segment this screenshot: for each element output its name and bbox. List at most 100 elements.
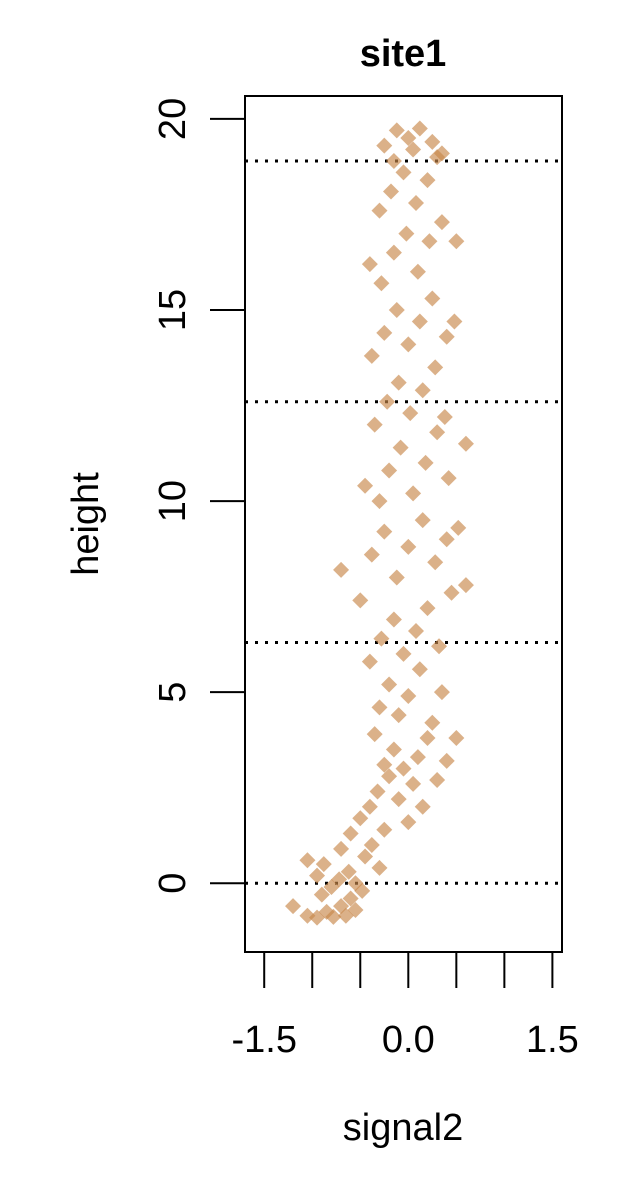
data-point (398, 225, 415, 242)
data-point (400, 814, 417, 831)
data-point (400, 538, 417, 555)
data-point (333, 840, 350, 857)
data-point (376, 821, 393, 838)
data-point (409, 749, 426, 766)
data-point (366, 726, 383, 743)
data-point (429, 424, 446, 441)
data-point (390, 791, 407, 808)
y-tick-label: 15 (152, 289, 194, 331)
data-point (443, 584, 460, 601)
data-point (299, 852, 316, 869)
data-point (361, 653, 378, 670)
data-point (363, 837, 380, 853)
data-point (390, 374, 407, 391)
data-point (427, 554, 444, 571)
data-point (342, 890, 359, 907)
data-point (352, 592, 369, 609)
data-point (419, 730, 436, 746)
data-point (400, 336, 417, 353)
data-point (363, 347, 380, 364)
data-point (347, 901, 364, 918)
data-point (395, 164, 412, 181)
data-point (390, 707, 407, 724)
data-point (414, 382, 431, 399)
data-point (371, 699, 388, 716)
x-tick-label: 1.5 (526, 1019, 579, 1061)
data-point (357, 848, 374, 865)
data-point (361, 256, 378, 273)
data-point (411, 120, 428, 137)
data-point (395, 645, 412, 662)
data-point (433, 684, 450, 701)
data-point (450, 519, 467, 536)
data-point (395, 760, 412, 777)
data-point (352, 810, 369, 827)
data-point (436, 409, 453, 425)
data-point (309, 867, 326, 884)
y-tick-label: 20 (152, 98, 194, 140)
data-point (405, 485, 422, 502)
data-point (448, 730, 465, 746)
data-point (376, 137, 393, 154)
data-point (379, 393, 396, 410)
y-tick-label: 0 (152, 873, 194, 894)
data-point (424, 133, 441, 150)
data-point (371, 202, 388, 219)
data-point (424, 714, 441, 731)
data-point (366, 416, 383, 433)
data-point (438, 531, 455, 548)
data-point (369, 783, 386, 800)
data-point (371, 493, 388, 510)
data-point (361, 798, 378, 815)
data-point (371, 859, 388, 876)
y-axis: 0 5 10 15 20 (152, 98, 246, 894)
data-point (354, 882, 371, 899)
data-point (376, 523, 393, 540)
chart-title: site1 (360, 33, 447, 75)
data-point (381, 462, 398, 479)
data-point (315, 856, 332, 873)
data-point (385, 741, 402, 758)
data-points (285, 120, 474, 926)
data-point (342, 825, 359, 842)
data-point (414, 512, 431, 529)
data-point (392, 439, 409, 456)
x-tick-label: -1.5 (231, 1019, 296, 1061)
data-point (383, 183, 400, 200)
data-point (446, 313, 463, 330)
data-point (407, 623, 424, 639)
data-point (411, 313, 428, 330)
data-point (331, 871, 348, 888)
data-point (438, 328, 455, 345)
data-point (385, 244, 402, 261)
data-point (457, 435, 474, 452)
data-point (388, 569, 405, 586)
data-point (381, 676, 398, 693)
data-point (457, 577, 474, 594)
data-point (333, 561, 350, 578)
data-point (405, 141, 422, 158)
data-point (411, 661, 428, 678)
data-point (385, 611, 402, 628)
data-point (414, 798, 431, 815)
data-point (440, 470, 457, 487)
data-point (376, 324, 393, 341)
data-point (427, 359, 444, 376)
data-point (363, 546, 380, 563)
y-tick-label: 5 (152, 682, 194, 703)
y-tick-label: 10 (152, 480, 194, 522)
data-point (433, 214, 450, 231)
data-point (421, 233, 438, 250)
data-point (373, 630, 390, 647)
data-point (340, 863, 357, 880)
data-point (400, 687, 417, 704)
data-point (429, 772, 446, 789)
data-point (325, 908, 342, 925)
data-point (431, 638, 448, 655)
data-point (388, 302, 405, 318)
x-axis: -1.5 0.0 1.5 (231, 951, 579, 1061)
data-point (385, 152, 402, 169)
data-point (419, 600, 436, 617)
data-point (400, 130, 417, 147)
data-point (407, 195, 424, 211)
